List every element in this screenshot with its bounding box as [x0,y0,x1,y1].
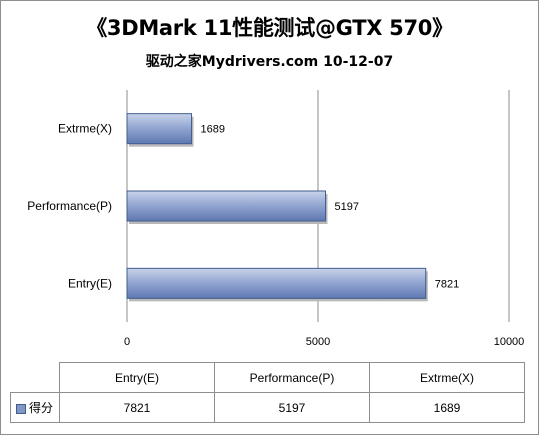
data-table-header: Extrme(X) [369,362,525,393]
legend-label: 得分 [29,401,54,415]
x-tick-label: 10000 [494,336,525,348]
data-table-cell: 1689 [369,392,525,423]
bar [126,190,327,222]
data-table-header: Entry(E) [59,362,215,393]
category-label: Performance(P) [27,199,112,213]
data-table-header: Performance(P) [214,362,370,393]
data-table: Entry(E) Performance(P) Extrme(X) 得分 782… [10,362,525,423]
chart-subtitle: 驱动之家Mydrivers.com 10-12-07 [145,54,394,70]
data-table-header-row: Entry(E) Performance(P) Extrme(X) [10,362,525,393]
data-label: 1689 [201,124,225,136]
legend-key-icon [16,403,26,414]
category-label: Extrme(X) [58,122,112,136]
data-label: 5197 [335,201,359,213]
data-table-cell: 7821 [59,392,215,423]
data-label: 7821 [435,278,459,290]
data-table-corner [10,362,60,393]
legend-cell: 得分 [10,392,60,423]
chart-title: 《3DMark 11性能测试@GTX 570》 [86,16,453,40]
data-table-row: 得分 7821 5197 1689 [10,392,525,423]
bar [126,113,193,145]
x-tick-label: 0 [124,336,130,348]
bar [126,267,427,299]
data-table-cell: 5197 [214,392,370,423]
category-label: Entry(E) [68,276,112,290]
x-tick-label: 5000 [306,336,330,348]
